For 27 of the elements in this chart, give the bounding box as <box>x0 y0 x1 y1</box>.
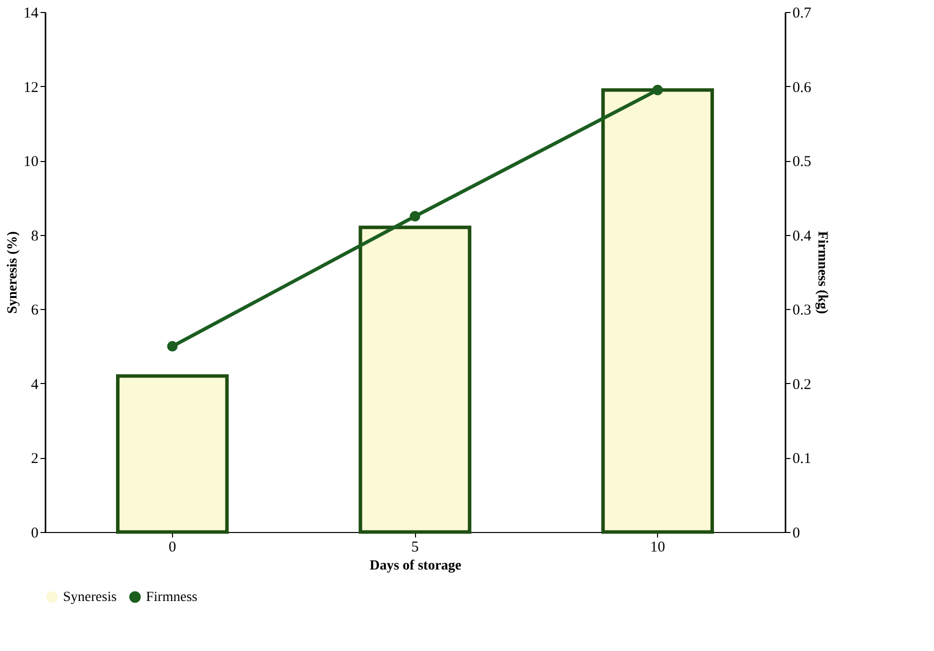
y-tick-label: 12 <box>24 80 38 96</box>
y2-tick-label: 0.5 <box>792 154 812 170</box>
y-tick-label: 0 <box>31 526 38 542</box>
y2-axis-title: Firmness (kg) <box>814 231 830 314</box>
y-tick-label: 6 <box>31 302 39 319</box>
x-tick-label: 0 <box>168 540 176 556</box>
point <box>652 84 663 96</box>
y2-tick-label: 0.1 <box>792 451 812 468</box>
y2-tick-label: 0.3 <box>792 302 812 319</box>
point <box>410 211 420 222</box>
y-tick-label: 2 <box>31 451 38 468</box>
y-axis-title: Syneresis (%) <box>6 230 20 314</box>
y2-tick-label: 0.6 <box>792 80 812 96</box>
y2-tick-label: 0.7 <box>792 6 812 22</box>
y2-tick-label: 0.4 <box>792 228 812 244</box>
x-tick-label: 5 <box>411 540 419 556</box>
x-axis-title: Days of storage <box>370 558 462 574</box>
y-tick-label: 10 <box>24 154 38 170</box>
y-tick-label: 4 <box>31 376 39 393</box>
y-tick-label: 8 <box>31 228 38 244</box>
legend-label: Syneresis <box>63 590 117 605</box>
y2-tick-label: 0 <box>792 526 800 542</box>
x-tick-label: 10 <box>650 540 666 556</box>
legend-label: Firmness <box>146 590 198 605</box>
y2-tick-label: 0.2 <box>792 376 812 393</box>
point <box>167 341 178 352</box>
y-tick-label: 14 <box>24 6 39 22</box>
